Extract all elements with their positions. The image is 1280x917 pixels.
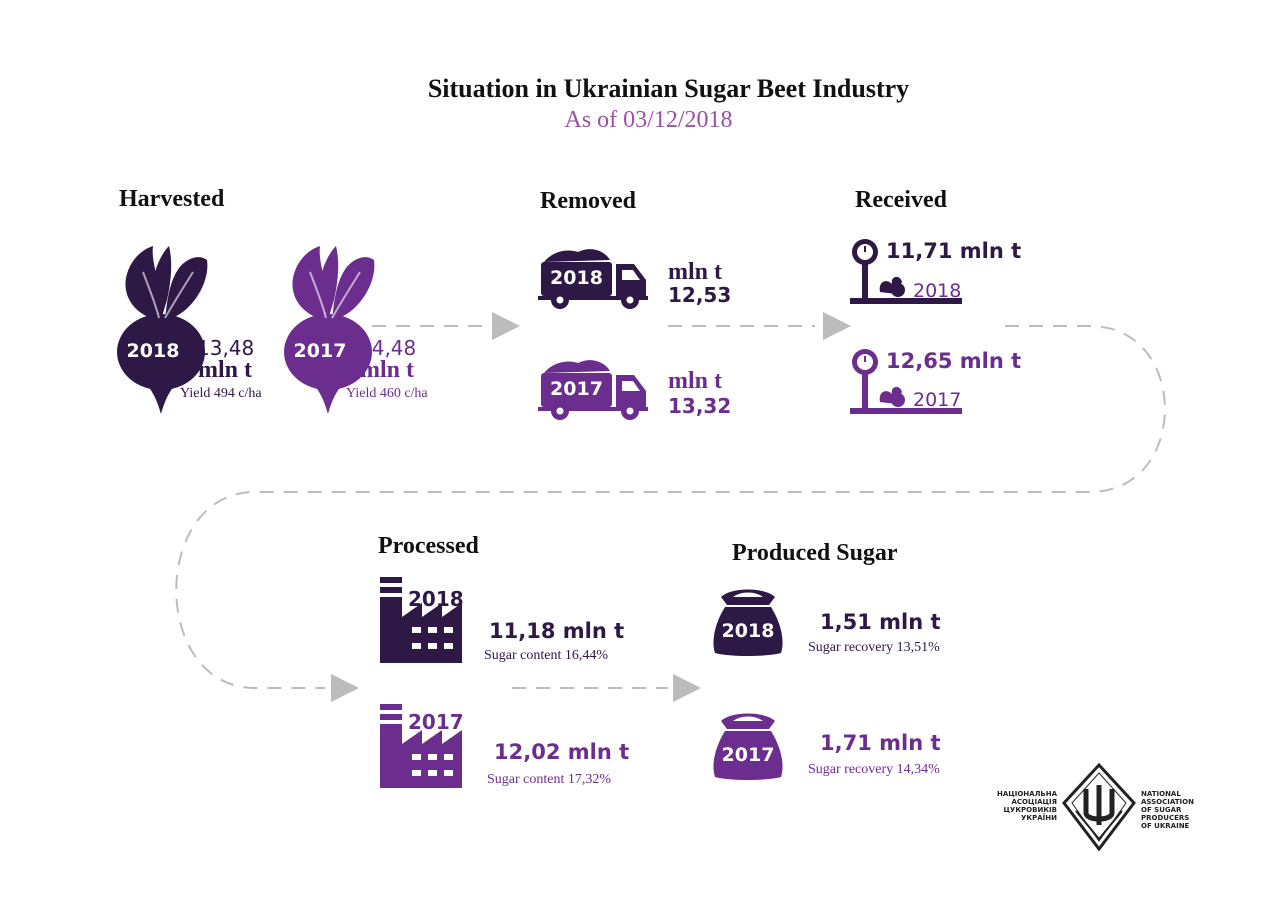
- removed-2018-unit: mln t: [668, 259, 722, 285]
- logo-text-english: NATIONAL ASSOCIATION OF SUGAR PRODUCERS …: [1141, 790, 1221, 830]
- received-2018-value: 11,71 mln t: [886, 239, 1022, 263]
- truck-2018-year: 2018: [550, 267, 603, 289]
- received-2017-year: 2017: [913, 389, 962, 411]
- flow-segment-received-loop: [175, 325, 1166, 689]
- removed-2017-unit: mln t: [668, 368, 722, 394]
- produced-heading: Produced Sugar: [732, 540, 898, 566]
- harvested-2018-unit: mln t: [198, 357, 252, 383]
- harvested-2017-value: 14,48: [359, 336, 417, 360]
- harvested-2017-unit: mln t: [360, 357, 414, 383]
- processed-2017-value: 12,02 mln t: [494, 740, 630, 764]
- beet-2018-icon: [117, 246, 208, 414]
- flow-arrow-4: [673, 674, 701, 702]
- factory-2017-icon: [380, 704, 462, 788]
- flow-arrow-1: [492, 312, 520, 340]
- produced-2017-value: 1,71 mln t: [820, 731, 941, 755]
- processed-2018-value: 11,18 mln t: [489, 619, 625, 643]
- harvested-heading: Harvested: [119, 186, 225, 212]
- received-2017-value: 12,65 mln t: [886, 349, 1022, 373]
- harvested-2018-yield: Yield 494 c/ha: [180, 386, 262, 401]
- logo-ua-line: НАЦІОНАЛЬНА: [996, 790, 1057, 798]
- truck-2017-icon: [538, 360, 648, 420]
- removed-2018-value: 12,53: [668, 283, 732, 307]
- beet-2017-year: 2017: [293, 340, 347, 362]
- beet-2017-icon: [284, 246, 375, 414]
- logo-en-line: NATIONAL: [1141, 790, 1181, 798]
- processed-2018-year: 2018: [408, 587, 464, 611]
- processed-2018-note: Sugar content 16,44%: [484, 648, 609, 663]
- logo-text-ukrainian: НАЦІОНАЛЬНА АСОЦІАЦІЯ ЦУКРОВИКІВ УКРАЇНИ: [985, 790, 1057, 822]
- truck-2018-icon: [538, 249, 648, 309]
- logo-ua-line: УКРАЇНИ: [1021, 814, 1057, 822]
- logo-en-line: PRODUCERS: [1141, 814, 1190, 822]
- removed-2017-value: 13,32: [668, 394, 732, 418]
- produced-2018-note: Sugar recovery 13,51%: [808, 640, 940, 655]
- page-subtitle: As of 03/12/2018: [564, 107, 733, 133]
- flow-arrow-3: [331, 674, 359, 702]
- processed-heading: Processed: [378, 533, 479, 559]
- processed-2017-note: Sugar content 17,32%: [487, 772, 612, 787]
- removed-heading: Removed: [540, 188, 636, 214]
- processed-2017-year: 2017: [408, 710, 464, 734]
- beet-2018-year: 2018: [126, 340, 180, 362]
- sugar-sack-2018-icon: [713, 589, 783, 656]
- produced-2018-value: 1,51 mln t: [820, 610, 941, 634]
- received-2018-year: 2018: [913, 280, 962, 302]
- logo-en-line: OF SUGAR: [1141, 806, 1182, 814]
- scale-2018-icon: [850, 239, 962, 304]
- produced-2017-note: Sugar recovery 14,34%: [808, 762, 940, 777]
- received-heading: Received: [855, 187, 947, 213]
- logo-ua-line: ЦУКРОВИКІВ: [1003, 806, 1057, 814]
- harvested-2017-yield: Yield 460 c/ha: [346, 386, 428, 401]
- logo-en-line: OF UKRAINE: [1141, 822, 1190, 830]
- factory-2018-icon: [380, 577, 462, 663]
- logo-en-line: ASSOCIATION: [1141, 798, 1194, 806]
- sugar-sack-2017-icon: [713, 713, 783, 780]
- page-title: Situation in Ukrainian Sugar Beet Indust…: [427, 74, 910, 103]
- sugar-sack-2017-year: 2017: [721, 744, 775, 766]
- flow-arrow-2: [823, 312, 851, 340]
- truck-2017-year: 2017: [550, 378, 603, 400]
- harvested-2018-value: 13,48: [197, 336, 255, 360]
- association-logo-icon: [1062, 763, 1136, 851]
- logo-ua-line: АСОЦІАЦІЯ: [1011, 798, 1057, 806]
- scale-2017-icon: [850, 349, 962, 414]
- sugar-sack-2018-year: 2018: [721, 620, 775, 642]
